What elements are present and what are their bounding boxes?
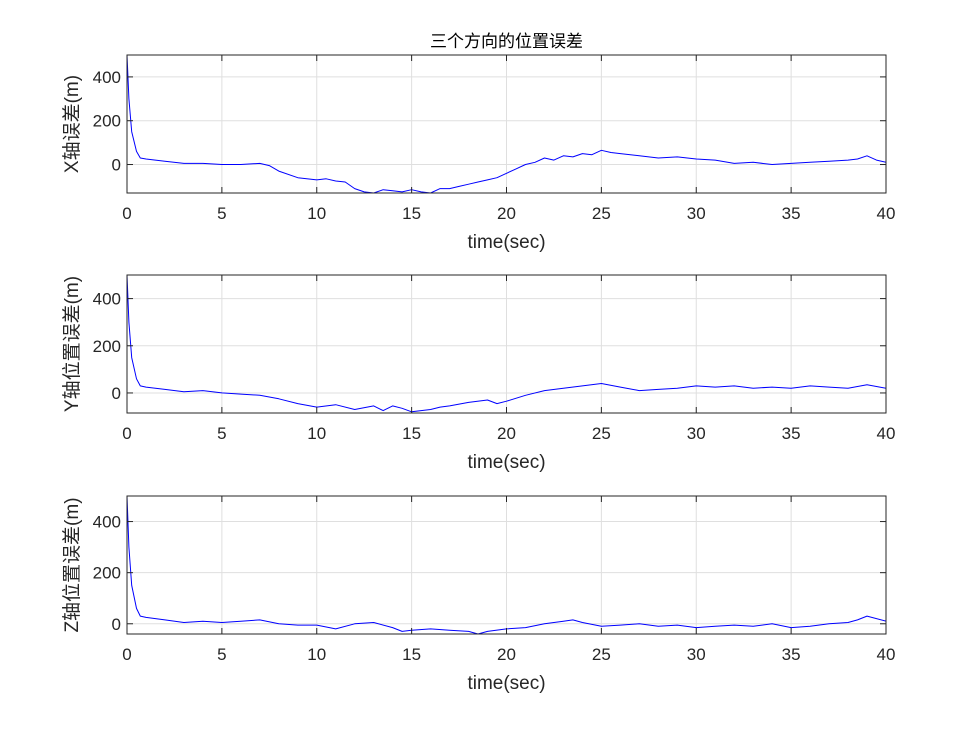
x-tick-label: 0 (122, 645, 131, 664)
x-tick-label: 15 (402, 645, 421, 664)
x-tick-label: 40 (877, 204, 896, 223)
x-tick-label: 15 (402, 204, 421, 223)
y-tick-label: 400 (93, 290, 121, 309)
y-tick-label: 0 (112, 615, 121, 634)
x-tick-label: 30 (687, 204, 706, 223)
subplot-2: 0 5 10 15 20 25 30 35 400200400time(sec)Y轴位置误差(m… (61, 274, 896, 473)
x-tick-label: 10 (307, 204, 326, 223)
series-line (127, 496, 886, 634)
y-axis-label: Z轴位置误差(m) (61, 497, 83, 632)
x-tick-label: 0 (122, 424, 131, 443)
y-axis-label: X轴误差(m) (61, 75, 83, 173)
x-tick-label: 0 (122, 204, 131, 223)
x-tick-label: 40 (877, 645, 896, 664)
x-axis-label: time(sec) (467, 232, 545, 253)
y-tick-label: 0 (112, 384, 121, 403)
y-tick-label: 0 (112, 156, 121, 175)
y-tick-label: 200 (93, 112, 121, 131)
series-line (127, 275, 886, 413)
x-tick-label: 35 (782, 204, 801, 223)
subplot-3: 0 5 10 15 20 25 30 35 400200400time(sec)Z轴位置误差(m… (61, 495, 896, 694)
x-tick-label: 35 (782, 424, 801, 443)
x-axis-label: time(sec) (467, 673, 545, 694)
y-tick-label: 200 (93, 337, 121, 356)
x-tick-label: 20 (497, 204, 516, 223)
x-tick-label: 30 (687, 424, 706, 443)
x-tick-label: 10 (307, 424, 326, 443)
x-tick-label: 35 (782, 645, 801, 664)
x-tick-label: 25 (592, 204, 611, 223)
figure-title: 三个方向的位置误差 (430, 32, 583, 51)
series-line (127, 55, 886, 193)
x-tick-label: 15 (402, 424, 421, 443)
x-tick-label: 5 (217, 204, 226, 223)
x-tick-label: 5 (217, 645, 226, 664)
y-tick-label: 400 (93, 513, 121, 532)
x-tick-label: 25 (592, 424, 611, 443)
x-tick-label: 5 (217, 424, 226, 443)
x-tick-label: 10 (307, 645, 326, 664)
y-axis-label: Y轴位置误差(m) (61, 276, 83, 412)
x-tick-label: 20 (497, 645, 516, 664)
x-tick-label: 25 (592, 645, 611, 664)
x-tick-label: 30 (687, 645, 706, 664)
y-tick-label: 400 (93, 68, 121, 87)
x-tick-label: 40 (877, 424, 896, 443)
x-tick-label: 20 (497, 424, 516, 443)
x-axis-label: time(sec) (467, 452, 545, 473)
y-tick-label: 200 (93, 564, 121, 583)
